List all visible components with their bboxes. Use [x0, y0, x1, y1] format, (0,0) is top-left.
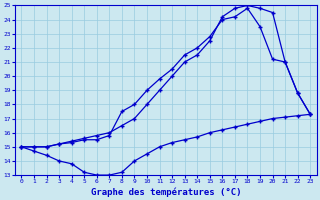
- X-axis label: Graphe des températures (°C): Graphe des températures (°C): [91, 187, 241, 197]
